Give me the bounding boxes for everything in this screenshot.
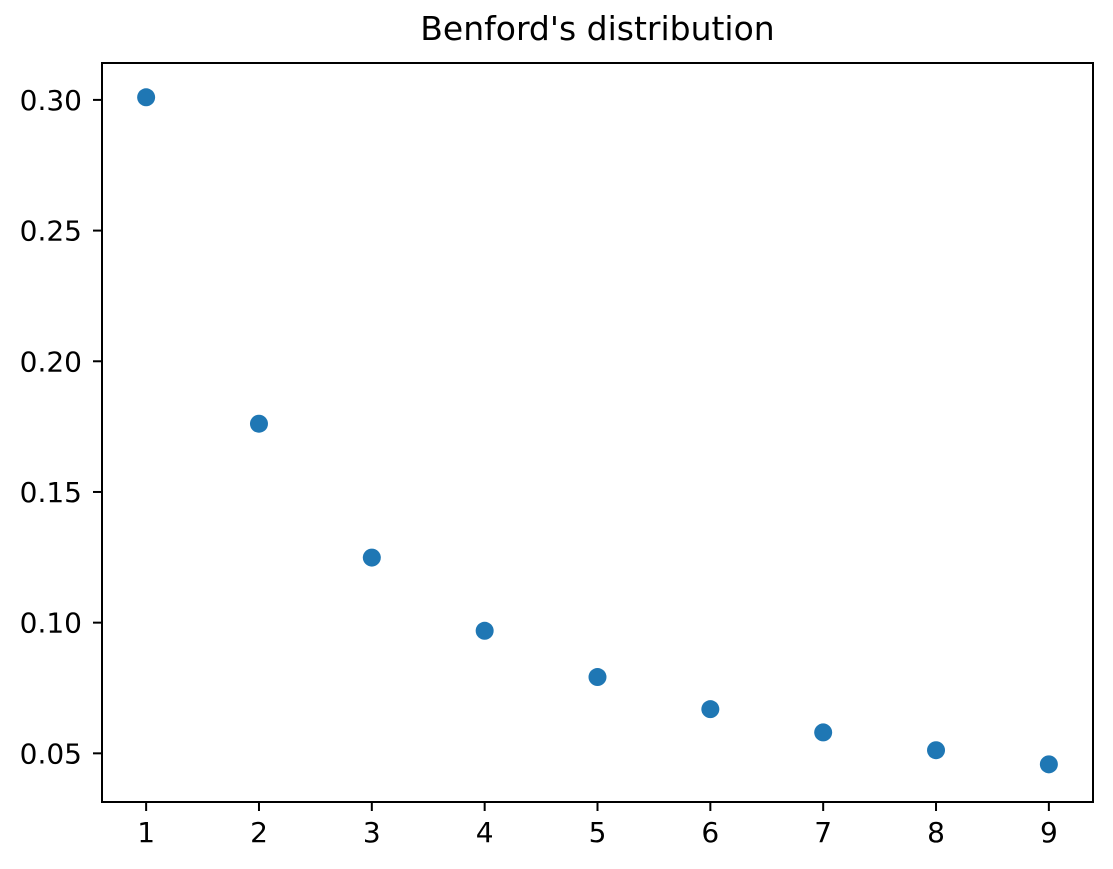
x-tick-label: 2 (250, 816, 268, 849)
y-tick-label: 0.10 (20, 607, 82, 640)
data-point (137, 88, 156, 107)
y-tick-label: 0.05 (20, 737, 82, 770)
x-tick-label: 1 (137, 816, 155, 849)
x-tick-label: 8 (927, 816, 945, 849)
y-tick-label: 0.25 (20, 215, 82, 248)
x-tick-label: 5 (589, 816, 607, 849)
x-tick-label: 3 (363, 816, 381, 849)
axes-frame (101, 62, 1094, 803)
y-tick-label: 0.20 (20, 345, 82, 378)
x-tick-label: 6 (701, 816, 719, 849)
data-point (588, 668, 607, 687)
x-tick-label: 9 (1040, 816, 1058, 849)
chart-title: Benford's distribution (420, 9, 775, 48)
data-point (1039, 755, 1058, 774)
x-tick-label: 7 (814, 816, 832, 849)
data-point (927, 741, 946, 760)
y-tick-label: 0.30 (20, 84, 82, 117)
data-point (814, 723, 833, 742)
data-point (362, 548, 381, 567)
data-point (701, 700, 720, 719)
x-tick-label: 4 (476, 816, 494, 849)
data-point (475, 621, 494, 640)
data-point (249, 414, 268, 433)
y-tick-label: 0.15 (20, 476, 82, 509)
